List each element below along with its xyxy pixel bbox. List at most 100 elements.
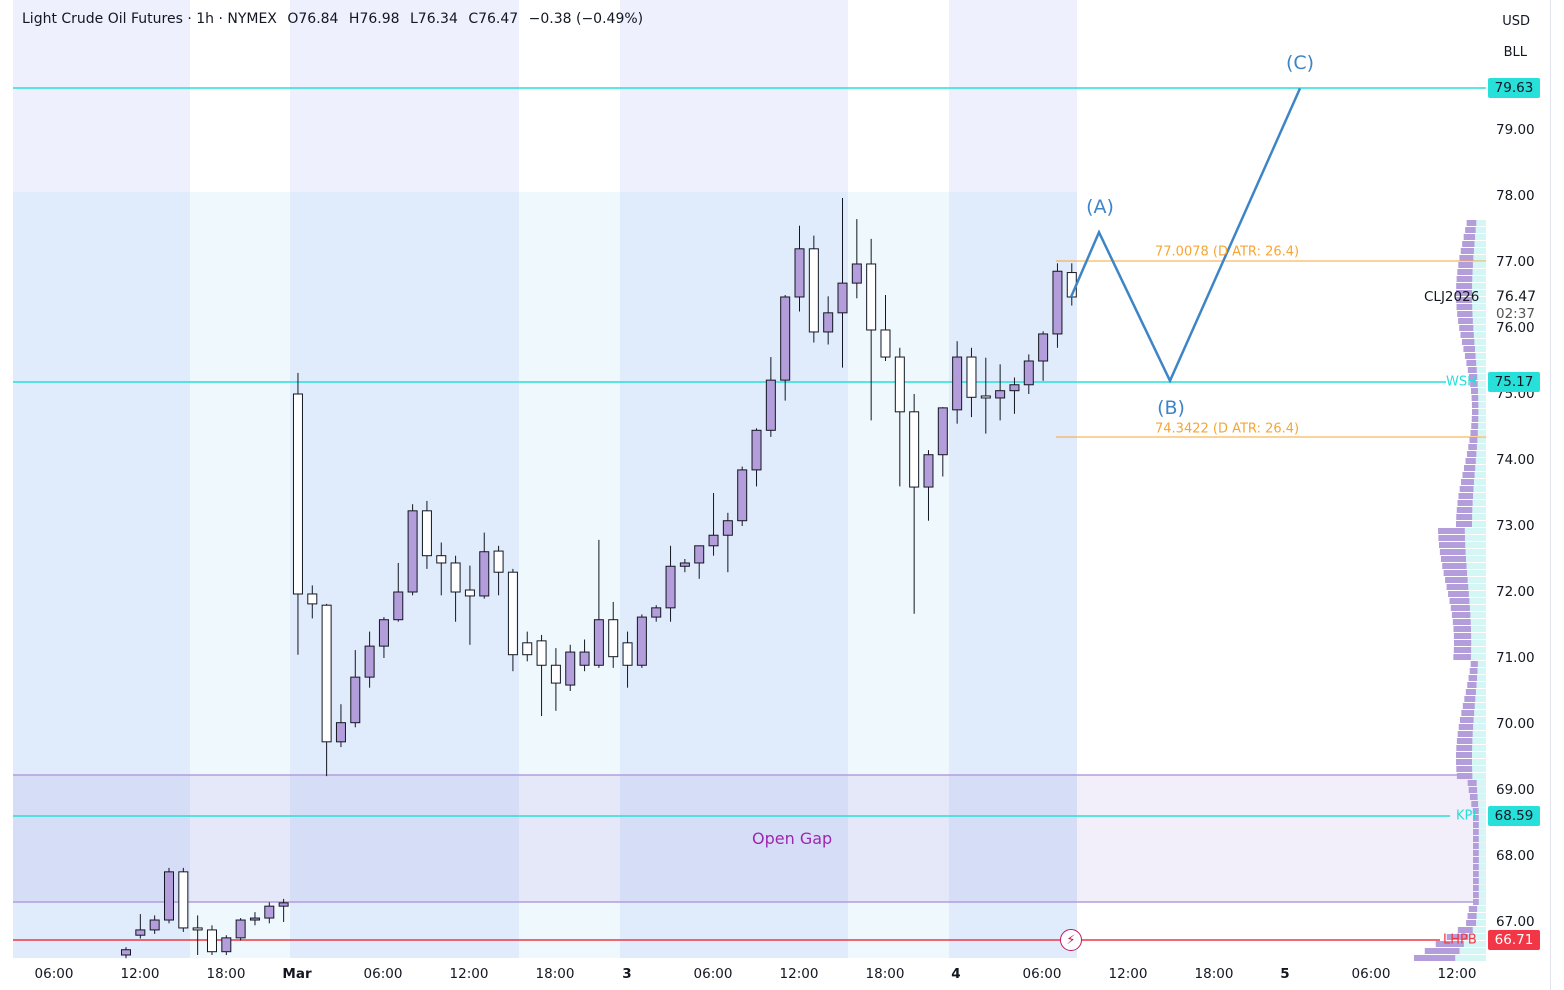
candle [235,918,246,941]
open-gap-zone[interactable] [13,774,1486,903]
candle [894,347,905,487]
volume-profile-bar [1438,535,1465,541]
volume-profile-bar [1460,332,1474,338]
volume-profile-bar [1468,787,1478,793]
volume-profile-bar [1471,409,1479,415]
volume-profile-bar [1467,682,1477,688]
volume-profile-bar [1439,549,1466,555]
volume-profile-bar [1457,311,1473,317]
candle [808,235,819,343]
open-gap-label: Open Gap [752,829,833,848]
candle-body [192,927,203,931]
candle [350,650,361,728]
time-tick: 06:00 [34,966,74,982]
symbol-legend[interactable]: Light Crude Oil Futures · 1h · NYMEX O76… [22,11,649,27]
candle-body [880,329,891,358]
time-tick: 18:00 [1194,966,1234,982]
volume-profile-bar [1438,528,1465,534]
volume-profile-bar [1473,857,1479,863]
candle-body [507,571,518,656]
volume-profile-bar [1459,255,1474,261]
volume-profile-bar [1469,374,1478,380]
volume-profile-bar [1471,402,1479,408]
candle-body [995,390,1006,399]
price-tick: 73.00 [1496,518,1535,534]
volume-profile-bar [1465,458,1476,464]
volume-profile-bar [1463,346,1475,352]
candle [450,555,461,622]
lightning-icon[interactable]: ⚡ [1060,929,1082,951]
candle [522,631,533,662]
wsh-badge: 75.17 [1488,372,1540,392]
candle [737,466,748,526]
kpi-badge: 68.59 [1488,806,1540,826]
volume-profile-bar [1461,339,1475,345]
volume-profile-bar [1457,500,1473,506]
volume-profile-bar [1442,563,1467,569]
candle [1038,331,1049,381]
candle [192,915,203,955]
kpi-label: KPI [1456,808,1477,824]
candle-body [780,296,791,381]
volume-profile-bar [1473,843,1479,849]
candle-body [765,379,776,431]
volume-profile-bar [1456,514,1473,520]
candle [321,603,332,777]
currency-button[interactable]: USD [1502,14,1530,29]
candle [837,197,848,368]
candle [436,542,447,596]
candle-body [407,510,418,593]
candle [794,225,805,312]
volume-profile-bar [1473,892,1479,898]
time-tick: 06:00 [1351,966,1391,982]
candle-body [579,651,590,666]
candle-body [694,545,705,564]
candle-body [421,510,432,557]
volume-profile-bar [1453,633,1472,639]
candle [880,295,891,361]
volume-profile-bar [1473,829,1479,835]
volume-profile-bar [1456,745,1473,751]
volume-profile-bar [1473,850,1479,856]
volume-profile-bar [1450,605,1470,611]
volume-profile-bar [1458,493,1474,499]
candle-body [608,619,619,658]
volume-profile-bar [1458,724,1474,730]
candle [866,238,877,421]
candle [651,605,662,622]
volume-profile-bar [1458,318,1473,324]
candle-body [823,312,834,333]
volume-profile-bar [1456,766,1473,772]
price-tick: 77.00 [1496,254,1535,270]
candle [722,512,733,573]
time-tick: Mar [282,966,312,982]
level-lines[interactable] [13,87,1486,941]
volume-profile-bar [1466,451,1477,457]
candle [995,364,1006,421]
candle-body [464,589,475,597]
volume-profile [1413,220,1486,961]
volume-profile-bar [1466,220,1477,226]
candle-body [1052,270,1063,335]
candle [823,296,834,345]
candle-body [923,454,934,488]
volume-profile-bar [1469,668,1478,674]
candle-body [493,550,504,573]
time-tick: 12:00 [1437,966,1477,982]
volume-profile-bar [1468,906,1478,912]
candle [292,372,303,655]
volume-profile-bar [1465,689,1476,695]
volume-profile-bar [1466,920,1477,926]
candle-body [937,407,948,456]
abc-wave-line[interactable] [1069,87,1302,384]
volume-profile-bar [1473,822,1479,828]
current-price-label: 76.47 [1496,289,1537,305]
volume-profile-bar [1443,570,1468,576]
unit-button[interactable]: BLL [1503,45,1527,60]
candle [178,867,189,932]
fib-label-lower: 74.3422 (D ATR: 26.4) [1155,421,1300,437]
volume-profile-bar [1462,472,1475,478]
time-tick: 06:00 [1022,966,1062,982]
fib-label-upper: 77.0078 (D ATR: 26.4) [1155,244,1300,260]
